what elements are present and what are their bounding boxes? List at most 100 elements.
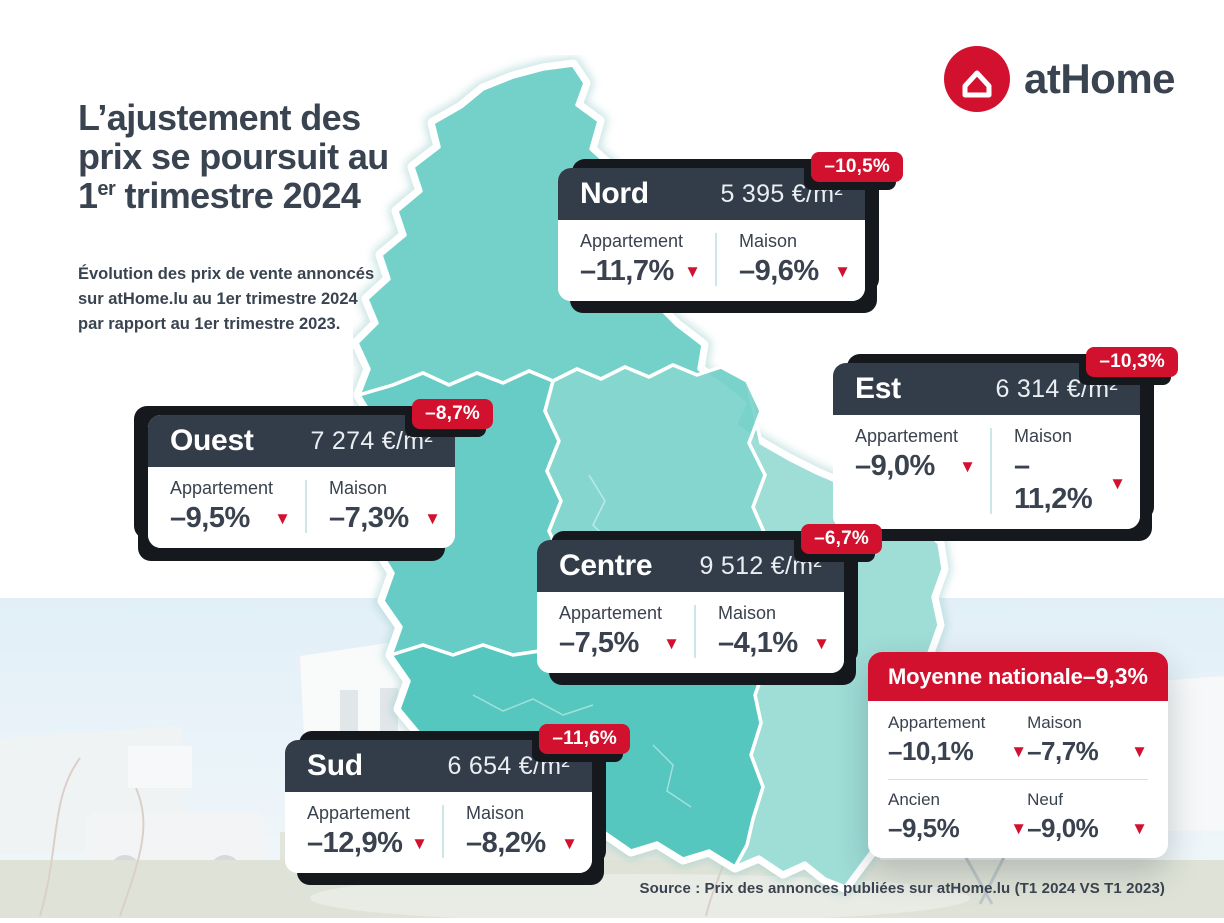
region-price: 9 512 €/m² (699, 551, 822, 580)
national-average-card: Moyenne nationale –9,3% Appartement –10,… (868, 652, 1168, 858)
region-card-body: Appartement –11,7% ▼ Maison –9,6% ▼ (558, 220, 865, 301)
national-old-column: Ancien –9,5% ▼ (888, 790, 1027, 844)
apartment-column: Appartement –11,7% ▼ (558, 231, 715, 288)
house-column: Maison –4,1% ▼ (696, 603, 844, 660)
new-value: –9,0% (1027, 813, 1099, 843)
down-triangle-icon: ▼ (1131, 819, 1148, 838)
title-line-1: L’ajustement des (78, 97, 361, 138)
apartment-column: Appartement –9,5% ▼ (148, 478, 305, 535)
athome-logo-icon (944, 46, 1010, 112)
region-name: Centre (559, 549, 653, 582)
region-card-est: –10,3% Est 6 314 €/m² Appartement –9,0% ▼… (833, 347, 1178, 529)
house-value: –4,1% (717, 627, 798, 659)
house-label: Maison (1013, 426, 1073, 446)
apartment-label: Appartement (307, 803, 411, 823)
region-card-nord: –10,5% Nord 5 395 €/m² Appartement –11,7… (558, 152, 903, 301)
down-triangle-icon: ▼ (1131, 742, 1148, 761)
old-value: –9,5% (888, 813, 960, 843)
row-divider (888, 779, 1148, 780)
down-triangle-icon: ▼ (411, 834, 428, 853)
down-triangle-icon: ▼ (274, 509, 291, 528)
national-house-column: Maison –7,7% ▼ (1027, 713, 1148, 767)
apartment-value: –9,0% (855, 450, 935, 482)
title-line-3: 1er trimestre 2024 (78, 175, 361, 216)
house-column: Maison –7,3% ▼ (307, 478, 455, 535)
region-card-body: Appartement –7,5% ▼ Maison –4,1% ▼ (537, 592, 844, 673)
down-triangle-icon: ▼ (424, 509, 441, 528)
apartment-column: Appartement –7,5% ▼ (537, 603, 694, 660)
region-card-header: Ouest 7 274 €/m² (148, 415, 455, 467)
apartment-value: –11,7% (580, 255, 674, 287)
house-value: –8,2% (465, 827, 546, 859)
down-triangle-icon: ▼ (834, 262, 851, 281)
region-price: 5 395 €/m² (720, 179, 843, 208)
athome-logo-text: atHome (1024, 55, 1176, 102)
column-divider (714, 233, 717, 286)
apartment-label: Appartement (580, 231, 684, 251)
down-triangle-icon: ▼ (561, 834, 578, 853)
region-name: Est (855, 372, 901, 405)
apartment-value: –12,9% (307, 827, 403, 859)
new-label: Neuf (1027, 790, 1063, 809)
apartment-column: Appartement –12,9% ▼ (285, 803, 442, 860)
column-divider (693, 605, 696, 658)
house-value: –11,2% (1013, 450, 1093, 515)
column-divider (441, 805, 444, 858)
page-title: L’ajustement des prix se poursuit au 1er… (78, 98, 458, 215)
athome-logo: atHome (944, 46, 1176, 112)
down-triangle-icon: ▼ (1109, 473, 1126, 493)
down-triangle-icon: ▼ (663, 634, 680, 653)
region-price: 6 314 €/m² (995, 374, 1118, 403)
national-new-column: Neuf –9,0% ▼ (1027, 790, 1148, 844)
region-badge-ouest: –8,7% (412, 399, 493, 429)
region-card-sud: –11,6% Sud 6 654 €/m² Appartement –12,9%… (285, 724, 630, 873)
apartment-value: –9,5% (170, 502, 250, 534)
region-card-body: Appartement –9,0% ▼ Maison –11,2% ▼ (833, 415, 1140, 529)
region-price: 6 654 €/m² (447, 751, 570, 780)
region-price: 7 274 €/m² (310, 426, 433, 455)
apartment-column: Appartement –9,0% ▼ (833, 426, 990, 516)
title-line-2: prix se poursuit au (78, 136, 389, 177)
house-column: Maison –9,6% ▼ (717, 231, 865, 288)
column-divider (989, 428, 992, 514)
region-card-body: Appartement –12,9% ▼ Maison –8,2% ▼ (285, 792, 592, 873)
column-divider (304, 480, 307, 533)
down-triangle-icon: ▼ (1010, 742, 1028, 761)
national-apartment-column: Appartement –10,1% ▼ (888, 713, 1027, 767)
source-note: Source : Prix des annonces publiées sur … (639, 880, 1165, 897)
national-average-header: Moyenne nationale –9,3% (868, 652, 1168, 701)
house-label: Maison (465, 803, 525, 823)
region-card-header: Est 6 314 €/m² (833, 363, 1140, 415)
region-badge-nord: –10,5% (811, 152, 903, 182)
apartment-value: –10,1% (888, 736, 974, 766)
house-label: Maison (738, 231, 798, 251)
region-name: Nord (580, 177, 649, 210)
house-column: Maison –11,2% ▼ (992, 426, 1140, 516)
national-average-value: –9,3% (1082, 663, 1148, 689)
region-name: Ouest (170, 424, 254, 457)
down-triangle-icon: ▼ (813, 634, 830, 653)
region-badge-centre: –6,7% (801, 524, 882, 554)
house-value: –7,7% (1027, 736, 1099, 766)
house-label: Maison (1027, 713, 1082, 732)
old-label: Ancien (888, 790, 940, 809)
apartment-label: Appartement (559, 603, 663, 623)
apartment-label: Appartement (855, 426, 959, 446)
down-triangle-icon: ▼ (959, 457, 976, 476)
region-card-header: Centre 9 512 €/m² (537, 540, 844, 592)
apartment-value: –7,5% (559, 627, 639, 659)
apartment-label: Appartement (170, 478, 274, 498)
house-label: Maison (328, 478, 388, 498)
region-card-body: Appartement –9,5% ▼ Maison –7,3% ▼ (148, 467, 455, 548)
region-badge-est: –10,3% (1086, 347, 1178, 377)
apartment-label: Appartement (888, 713, 986, 732)
region-card-centre: –6,7% Centre 9 512 €/m² Appartement –7,5… (537, 524, 882, 673)
region-name: Sud (307, 749, 363, 782)
page-subtitle: Évolution des prix de vente annoncés sur… (78, 265, 375, 333)
region-badge-sud: –11,6% (539, 724, 630, 754)
region-card-ouest: –8,7% Ouest 7 274 €/m² Appartement –9,5%… (148, 399, 493, 548)
down-triangle-icon: ▼ (1010, 819, 1028, 838)
down-triangle-icon: ▼ (684, 262, 701, 281)
house-value: –7,3% (328, 502, 409, 534)
